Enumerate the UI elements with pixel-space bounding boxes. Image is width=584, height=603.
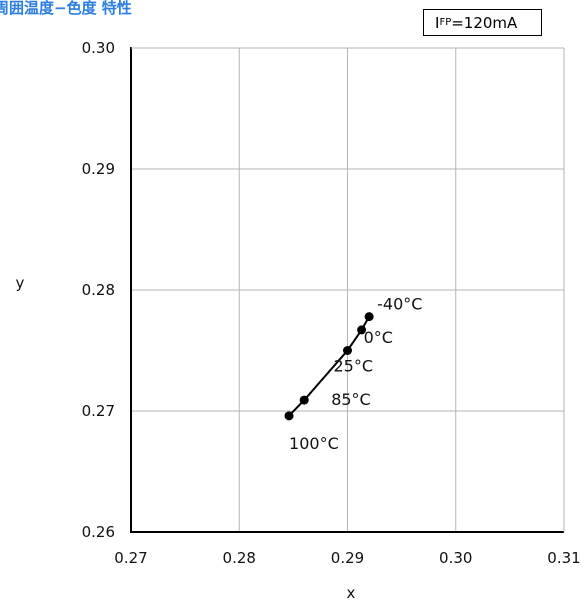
data-label: 25°C [334, 357, 374, 376]
condition-symbol: I [435, 13, 440, 32]
x-tick-label: 0.29 [331, 549, 364, 567]
y-tick-label: 0.26 [82, 523, 115, 541]
y-axis-label: y [16, 274, 25, 292]
y-tick-label: 0.30 [82, 39, 115, 57]
data-point [284, 411, 294, 421]
x-tick-label: 0.30 [439, 549, 472, 567]
data-series [284, 312, 374, 421]
x-tick-label: 0.28 [223, 549, 256, 567]
data-label: 85°C [331, 390, 371, 409]
data-point [357, 325, 367, 335]
y-tick-label: 0.27 [82, 402, 115, 420]
data-point [364, 312, 374, 322]
x-tick-label: 0.27 [114, 549, 147, 567]
condition-value: =120mA [451, 13, 518, 32]
chart-title: 周囲温度−色度 特性 [0, 0, 132, 17]
data-label: 100°C [289, 434, 339, 453]
condition-subscript: FP [439, 17, 452, 28]
grid [131, 48, 564, 532]
x-axis-label: x [347, 584, 356, 602]
data-label: -40°C [377, 295, 422, 314]
axes [130, 47, 565, 533]
data-point [299, 395, 309, 405]
data-label: 0°C [364, 328, 393, 347]
x-tick-label: 0.31 [547, 549, 580, 567]
y-tick-label: 0.28 [82, 281, 115, 299]
condition-box: I FP =120mA [423, 9, 542, 36]
y-tick-label: 0.29 [82, 160, 115, 178]
tick-labels: 0.27 0.28 0.29 0.30 0.31 0.26 0.27 0.28 0.29 0.30 [82, 39, 581, 567]
data-point [343, 346, 352, 355]
data-labels: -40°C 0°C 25°C 85°C 100°C [289, 295, 422, 453]
